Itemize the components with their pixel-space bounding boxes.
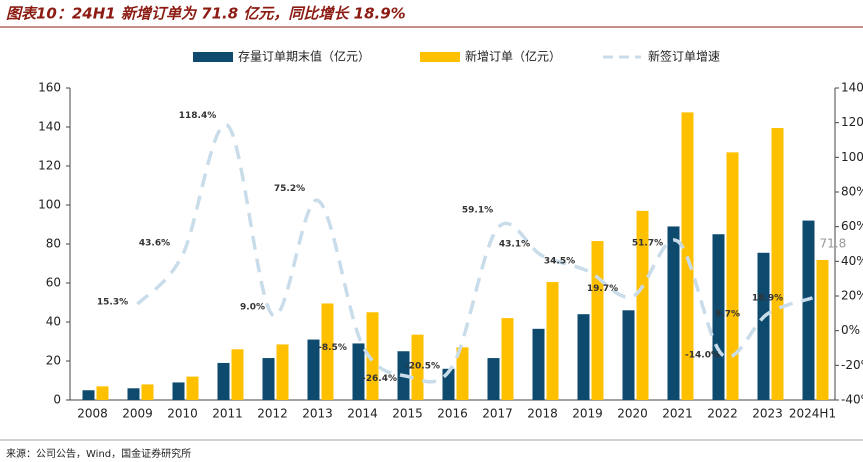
x-tick-label: 2015	[392, 407, 423, 421]
chart-title: 图表10：24H1 新增订单为 71.8 亿元，同比增长 18.9%	[6, 5, 406, 23]
bar	[411, 334, 424, 400]
source: 来源：公司公告，Wind，国金证券研究所	[6, 447, 191, 460]
value-label: 75.2%	[274, 184, 305, 194]
x-tick-label: 2010	[167, 407, 198, 421]
y2-tick-label: -40%	[841, 393, 863, 407]
y-tick-label: 0	[53, 393, 61, 407]
bar	[262, 358, 275, 400]
bar	[501, 318, 514, 400]
legend-label: 存量订单期末值（亿元）	[238, 49, 370, 64]
value-label: 43.1%	[499, 239, 530, 249]
x-tick-label: 2018	[527, 407, 558, 421]
bar	[276, 344, 289, 400]
x-tick-label: 2022	[707, 407, 738, 421]
x-tick-label: 2011	[212, 407, 243, 421]
value-label: 34.5%	[544, 256, 575, 266]
bar	[231, 349, 244, 400]
bar	[591, 241, 604, 400]
value-label: 71.8	[820, 236, 847, 250]
bar	[636, 210, 649, 400]
bar	[321, 303, 334, 400]
growth-line	[136, 123, 814, 384]
bar	[546, 282, 559, 400]
x-tick-label: 2008	[77, 407, 108, 421]
bar	[802, 220, 815, 400]
y-tick-label: 60	[46, 276, 61, 290]
bar	[577, 314, 590, 400]
bar	[667, 226, 680, 400]
value-label: 18.9%	[752, 293, 783, 303]
value-label: 15.3%	[97, 298, 128, 308]
y2-tick-label: 80%	[841, 185, 863, 199]
y2-tick-label: 100%	[841, 150, 863, 164]
x-tick-label: 2019	[572, 407, 603, 421]
y2-tick-label: 60%	[841, 219, 863, 233]
bar	[681, 112, 694, 400]
bar	[622, 310, 635, 400]
bar	[82, 390, 95, 400]
bar	[757, 252, 770, 400]
y-tick-label: 20	[46, 354, 61, 368]
legend-swatch	[420, 52, 460, 62]
legend-label: 新签订单增速	[648, 49, 720, 64]
y2-tick-label: 140%	[841, 81, 863, 95]
x-tick-label: 2014	[347, 407, 378, 421]
y-tick-label: 80	[46, 237, 61, 251]
bar	[816, 259, 829, 400]
x-tick-label: 2021	[662, 407, 693, 421]
y2-tick-label: -20%	[841, 358, 863, 372]
x-tick-label: 2017	[482, 407, 513, 421]
y-tick-label: 120	[38, 159, 61, 173]
value-label: -26.4%	[362, 374, 397, 384]
bar	[217, 362, 230, 400]
value-label: -14.0%	[685, 350, 720, 360]
y-tick-label: 140	[38, 120, 61, 134]
bar	[141, 384, 154, 400]
bar	[456, 347, 469, 400]
bar	[307, 339, 320, 400]
bar	[532, 328, 545, 400]
y2-tick-label: 120%	[841, 115, 863, 129]
bar	[172, 382, 185, 400]
y-tick-label: 100	[38, 198, 61, 212]
bar	[366, 312, 379, 400]
bar	[186, 376, 199, 400]
value-label: 9.7%	[715, 309, 740, 319]
value-label: 59.1%	[462, 206, 493, 216]
x-tick-label: 2009	[122, 407, 153, 421]
x-tick-label: 2013	[302, 407, 333, 421]
x-tick-label: 2012	[257, 407, 288, 421]
legend-swatch	[193, 52, 233, 62]
value-label: 9.0%	[240, 303, 265, 313]
y-tick-label: 160	[38, 81, 61, 95]
y2-tick-label: 0%	[841, 323, 860, 337]
y-tick-label: 40	[46, 315, 61, 329]
bar	[771, 127, 784, 400]
bar	[352, 343, 365, 400]
y2-tick-label: 20%	[841, 289, 863, 303]
bar	[127, 388, 140, 400]
bar	[96, 386, 109, 400]
bar	[487, 358, 500, 400]
value-label: 51.7%	[632, 239, 663, 249]
x-tick-label: 2020	[617, 407, 648, 421]
value-label: 19.7%	[587, 284, 618, 294]
bar	[712, 234, 725, 400]
x-tick-label: 2024H1	[789, 407, 836, 421]
x-tick-label: 2023	[752, 407, 783, 421]
bar	[726, 152, 739, 400]
y2-tick-label: 40%	[841, 254, 863, 268]
value-label: 43.6%	[139, 239, 170, 249]
value-label: -20.5%	[405, 362, 440, 372]
x-tick-label: 2016	[437, 407, 468, 421]
value-label: -8.5%	[318, 343, 347, 353]
legend-label: 新增订单（亿元）	[465, 49, 561, 64]
value-label: 118.4%	[179, 111, 217, 121]
